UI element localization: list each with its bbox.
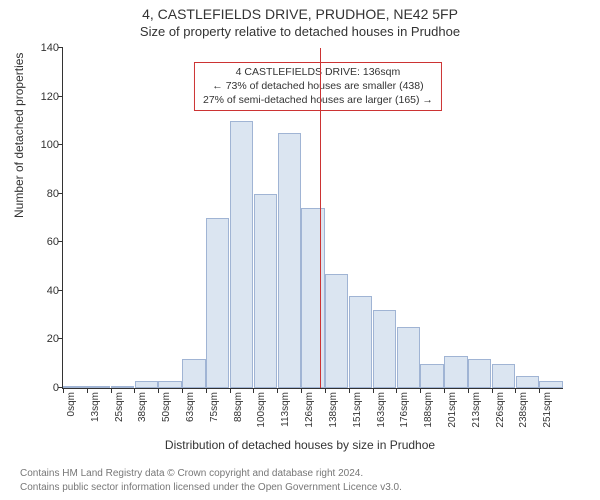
histogram-bar (301, 208, 324, 388)
y-tick-mark (58, 241, 63, 242)
x-tick-label: 238sqm (518, 392, 529, 428)
histogram-bar (539, 381, 562, 388)
y-tick-label: 20 (47, 333, 59, 345)
histogram-bar (516, 376, 539, 388)
page: 4, CASTLEFIELDS DRIVE, PRUDHOE, NE42 5FP… (0, 0, 600, 500)
histogram-bar (278, 133, 301, 388)
x-tick-mark (539, 388, 540, 393)
x-tick-label: 176sqm (399, 392, 410, 428)
x-tick-mark (373, 388, 374, 393)
y-tick-label: 40 (47, 285, 59, 297)
histogram-bar (87, 386, 110, 388)
x-tick-label: 75sqm (209, 392, 220, 422)
y-tick-mark (58, 47, 63, 48)
x-tick-label: 0sqm (66, 392, 77, 416)
x-tick-mark (396, 388, 397, 393)
histogram-bar (325, 274, 348, 388)
x-tick-mark (420, 388, 421, 393)
histogram-bar (492, 364, 515, 388)
y-axis-label: Number of detached properties (12, 53, 26, 218)
histogram-bar (63, 386, 86, 388)
histogram-bar (206, 218, 229, 388)
y-tick-label: 140 (41, 42, 59, 54)
histogram-bar (135, 381, 158, 388)
callout-line: 4 CASTLEFIELDS DRIVE: 136sqm (203, 65, 433, 79)
y-tick-mark (58, 290, 63, 291)
callout-line: 27% of semi-detached houses are larger (… (203, 93, 433, 107)
x-tick-mark (134, 388, 135, 393)
x-tick-mark (87, 388, 88, 393)
x-tick-label: 38sqm (137, 392, 148, 422)
histogram-bar (468, 359, 491, 388)
histogram-bar (444, 356, 467, 388)
y-tick-label: 0 (53, 382, 59, 394)
x-tick-label: 251sqm (542, 392, 553, 428)
x-tick-mark (301, 388, 302, 393)
y-tick-label: 80 (47, 188, 59, 200)
x-tick-mark (253, 388, 254, 393)
y-tick-mark (58, 96, 63, 97)
y-tick-label: 120 (41, 91, 59, 103)
x-tick-label: 226sqm (495, 392, 506, 428)
x-tick-mark (349, 388, 350, 393)
x-tick-label: 201sqm (447, 392, 458, 428)
y-tick-label: 60 (47, 236, 59, 248)
histogram-bar (420, 364, 443, 388)
x-tick-label: 126sqm (304, 392, 315, 428)
attribution-line: Contains HM Land Registry data © Crown c… (20, 467, 402, 481)
x-tick-label: 113sqm (280, 392, 291, 427)
callout-line: ← 73% of detached houses are smaller (43… (203, 79, 433, 93)
histogram-bar (349, 296, 372, 388)
y-tick-label: 100 (41, 139, 59, 151)
x-tick-label: 163sqm (376, 392, 387, 428)
x-tick-label: 25sqm (114, 392, 125, 422)
x-tick-mark (492, 388, 493, 393)
x-tick-label: 63sqm (185, 392, 196, 422)
x-tick-mark (63, 388, 64, 393)
x-tick-mark (444, 388, 445, 393)
y-tick-mark (58, 338, 63, 339)
histogram-bar (158, 381, 181, 388)
histogram-bar (230, 121, 253, 388)
x-tick-label: 88sqm (233, 392, 244, 422)
histogram-bar (254, 194, 277, 388)
attribution-text: Contains HM Land Registry data © Crown c… (20, 467, 402, 494)
x-tick-label: 213sqm (471, 392, 482, 428)
callout-box: 4 CASTLEFIELDS DRIVE: 136sqm← 73% of det… (194, 62, 442, 111)
histogram-bar (397, 327, 420, 388)
x-tick-mark (468, 388, 469, 393)
x-tick-label: 100sqm (256, 392, 267, 428)
x-tick-label: 188sqm (423, 392, 434, 428)
title-address: 4, CASTLEFIELDS DRIVE, PRUDHOE, NE42 5FP (0, 6, 600, 22)
title-block: 4, CASTLEFIELDS DRIVE, PRUDHOE, NE42 5FP… (0, 0, 600, 39)
x-tick-mark (182, 388, 183, 393)
x-tick-mark (206, 388, 207, 393)
x-tick-mark (158, 388, 159, 393)
histogram-bar (182, 359, 205, 388)
x-tick-label: 13sqm (90, 392, 101, 422)
histogram-bar (111, 386, 134, 388)
x-tick-label: 138sqm (328, 392, 339, 428)
y-tick-mark (58, 193, 63, 194)
title-subtitle: Size of property relative to detached ho… (0, 24, 600, 39)
x-tick-mark (515, 388, 516, 393)
x-tick-mark (277, 388, 278, 393)
attribution-line: Contains public sector information licen… (20, 481, 402, 495)
reference-line (320, 48, 321, 388)
x-tick-label: 50sqm (161, 392, 172, 422)
x-tick-mark (230, 388, 231, 393)
histogram-bar (373, 310, 396, 388)
x-tick-label: 151sqm (352, 392, 363, 428)
x-tick-mark (325, 388, 326, 393)
plot-area: 4 CASTLEFIELDS DRIVE: 136sqm← 73% of det… (62, 48, 563, 389)
y-tick-mark (58, 144, 63, 145)
x-axis-label: Distribution of detached houses by size … (0, 438, 600, 452)
x-tick-mark (111, 388, 112, 393)
